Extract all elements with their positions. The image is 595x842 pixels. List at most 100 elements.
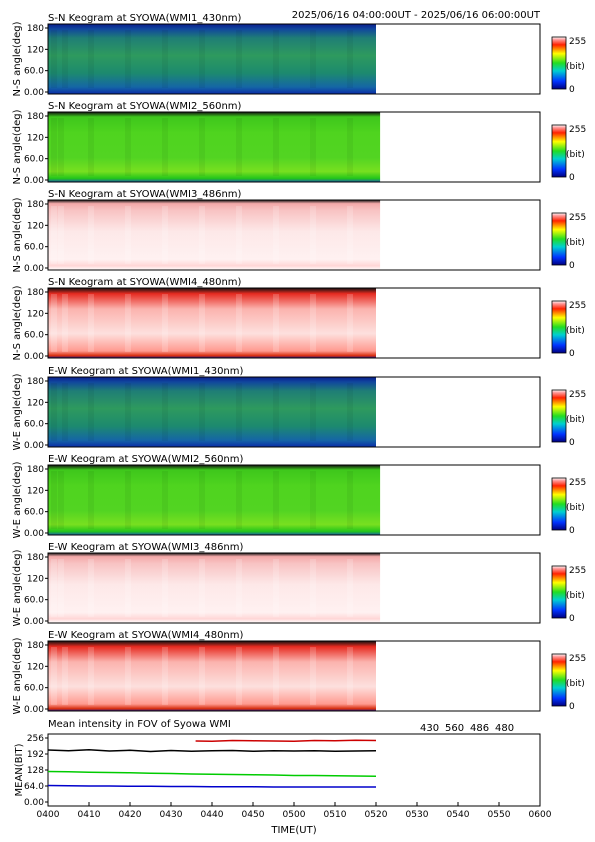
panel-frame: [47, 376, 541, 448]
keogram-panel: S-N Keogram at SYOWA(WMI1_430nm) 0.00 60.0…: [12, 13, 586, 98]
panel-frame: [47, 23, 541, 95]
keogram-streak: [162, 559, 168, 617]
keogram-image: [48, 465, 381, 535]
line-plot-y-label: MEAN(BIT): [14, 743, 25, 796]
keogram-streak: [62, 294, 68, 352]
panel-frame: [47, 640, 541, 712]
keogram-image: [48, 288, 376, 358]
keogram-streak: [162, 647, 168, 705]
keogram-streak: [273, 383, 279, 441]
panel-frame: [47, 287, 541, 359]
legend-486: 486: [470, 723, 489, 734]
keogram-streak: [347, 647, 353, 705]
keogram-streak: [310, 383, 316, 441]
panel-y-label: W-E angle(deg): [12, 637, 23, 714]
y-tick-label: 0.00: [24, 617, 44, 627]
keogram-streak: [51, 206, 57, 264]
colorbar-min-label: 0: [569, 173, 575, 183]
x-tick-label: 0400: [37, 810, 60, 820]
keogram-panel: S-N Keogram at SYOWA(WMI3_486nm) 0.00 60.0…: [12, 189, 586, 274]
line-plot-x-ticks: 0400 0410 0420 0430 0440 0450 0500 0510 0520 0530…: [37, 802, 552, 820]
keogram-panel: E-W Keogram at SYOWA(WMI2_560nm) 0.00 60.0…: [12, 454, 586, 539]
colorbar-unit-label: (bit): [566, 591, 585, 601]
panel-y-label: N-S angle(deg): [12, 21, 23, 96]
panel-title: E-W Keogram at SYOWA(WMI1_430nm): [48, 366, 244, 377]
y-tick-label: 180: [27, 641, 44, 651]
keogram-image: [48, 641, 376, 711]
keogram-streak: [236, 559, 242, 617]
keogram-streak: [51, 471, 57, 529]
keogram-streak: [273, 118, 279, 176]
line-plot-frame: [47, 733, 541, 807]
keogram-image: [48, 200, 381, 270]
keogram-streak: [236, 118, 242, 176]
keogram-streak: [199, 294, 205, 352]
y-tick-label: 128: [27, 766, 44, 776]
keogram-streak: [273, 471, 279, 529]
keogram-streak: [273, 647, 279, 705]
keogram-panel: E-W Keogram at SYOWA(WMI4_480nm) 0.00 60.0…: [12, 630, 586, 715]
y-tick-label: 120: [27, 221, 44, 231]
keogram-image: [48, 24, 376, 94]
series-line-480: [47, 749, 377, 753]
x-tick-label: 0500: [283, 810, 306, 820]
keogram-panel: E-W Keogram at SYOWA(WMI3_486nm) 0.00 60.0…: [12, 542, 586, 627]
y-tick-label: 60.0: [24, 684, 44, 694]
colorbar-max-label: 255: [569, 125, 586, 135]
colorbar-max-label: 255: [569, 301, 586, 311]
keogram-streak: [125, 30, 131, 88]
keogram-streak: [162, 383, 168, 441]
colorbar-unit-label: (bit): [566, 62, 585, 72]
panel-frame: [47, 464, 541, 536]
keogram-streak: [51, 118, 57, 176]
y-tick-label: 120: [27, 309, 44, 319]
keogram-streak: [88, 647, 94, 705]
line-plot-y-ticks: 0.00 64.0 128 192 256: [24, 734, 48, 808]
keogram-streak: [236, 383, 242, 441]
keogram-streak: [347, 471, 353, 529]
keogram-streak: [62, 647, 68, 705]
keogram-image: [48, 553, 381, 623]
panel-y-label: W-E angle(deg): [12, 373, 23, 450]
legend: 430 560 486 480: [420, 723, 514, 734]
keogram-image: [48, 112, 381, 182]
keogram-streak: [58, 206, 64, 264]
colorbar-min-label: 0: [569, 349, 575, 359]
x-tick-label: 0420: [119, 810, 142, 820]
keogram-streak: [125, 471, 131, 529]
line-plot-series: [47, 739, 377, 788]
keogram-streak: [310, 647, 316, 705]
keogram-streak: [88, 559, 94, 617]
y-tick-label: 256: [27, 734, 44, 744]
keogram-streak: [88, 118, 94, 176]
y-tick-label: 60.0: [24, 243, 44, 253]
keogram-streak: [88, 206, 94, 264]
panel-title: E-W Keogram at SYOWA(WMI2_560nm): [48, 454, 244, 465]
legend-560: 560: [445, 723, 464, 734]
panel-y-label: W-E angle(deg): [12, 549, 23, 626]
colorbar-unit-label: (bit): [566, 679, 585, 689]
x-tick-label: 0410: [78, 810, 101, 820]
y-tick-label: 0.00: [24, 264, 44, 274]
keogram-streak: [236, 206, 242, 264]
keogram-streak: [88, 471, 94, 529]
colorbar-max-label: 255: [569, 566, 586, 576]
keogram-streak: [199, 30, 205, 88]
colorbar-max-label: 255: [569, 37, 586, 47]
keogram-streak: [236, 294, 242, 352]
keogram-image: [48, 377, 376, 447]
panel-title: S-N Keogram at SYOWA(WMI2_560nm): [48, 101, 242, 112]
keogram-streak: [310, 471, 316, 529]
y-tick-label: 120: [27, 398, 44, 408]
time-range-header: 2025/06/16 04:00:00UT - 2025/06/16 06:00…: [292, 10, 541, 21]
keogram-streak: [88, 383, 94, 441]
y-tick-label: 180: [27, 112, 44, 122]
y-tick-label: 60.0: [24, 508, 44, 518]
keogram-panel: E-W Keogram at SYOWA(WMI1_430nm) 0.00 60.0…: [12, 366, 586, 451]
y-tick-label: 60.0: [24, 420, 44, 430]
keogram-streak: [347, 118, 353, 176]
colorbar-min-label: 0: [569, 85, 575, 95]
x-tick-label: 0510: [324, 810, 347, 820]
panel-frame: [47, 552, 541, 624]
